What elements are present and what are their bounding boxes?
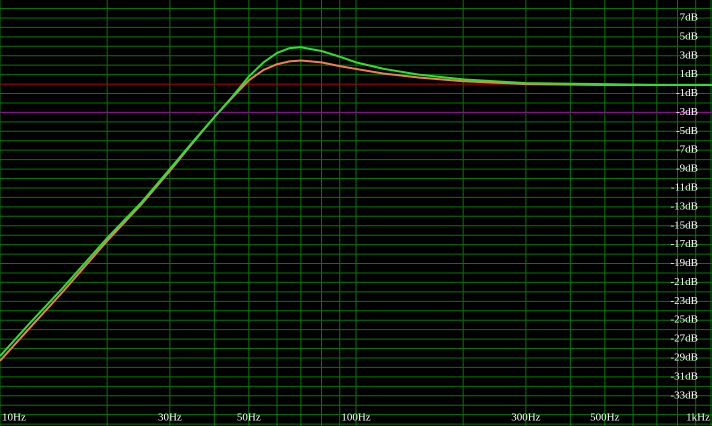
y-tick-label: -1dB: [676, 87, 698, 99]
y-tick-label: 5dB: [680, 30, 698, 42]
y-tick-label: -15dB: [671, 219, 699, 231]
y-tick-label: -19dB: [671, 257, 699, 269]
y-tick-label: -7dB: [676, 144, 698, 156]
x-tick-label: 1kHz: [686, 412, 710, 424]
y-tick-label: -3dB: [676, 106, 698, 118]
y-tick-label: -5dB: [676, 125, 698, 137]
y-tick-label: -11dB: [671, 182, 698, 194]
y-tick-label: -13dB: [671, 200, 699, 212]
y-tick-label: -25dB: [671, 314, 699, 326]
y-tick-label: -9dB: [676, 163, 698, 175]
y-tick-label: -29dB: [671, 352, 699, 364]
response-curve: [0, 46, 712, 357]
y-tick-label: -31dB: [671, 370, 699, 382]
y-tick-label: -33dB: [671, 389, 699, 401]
x-tick-label: 30Hz: [158, 412, 182, 424]
y-tick-label: 3dB: [680, 49, 698, 61]
x-tick-label: 300Hz: [511, 412, 540, 424]
x-tick-label: 500Hz: [590, 412, 619, 424]
y-tick-label: -23dB: [671, 295, 699, 307]
y-tick-label: -21dB: [671, 276, 699, 288]
x-tick-label: 10Hz: [2, 412, 26, 424]
y-tick-label: -17dB: [671, 238, 699, 250]
y-tick-label: 1dB: [680, 68, 698, 80]
x-tick-label: 100Hz: [341, 412, 370, 424]
x-tick-label: 50Hz: [237, 412, 261, 424]
response-curve: [0, 59, 712, 362]
y-tick-label: -27dB: [671, 333, 699, 345]
y-tick-label: 7dB: [680, 11, 698, 23]
